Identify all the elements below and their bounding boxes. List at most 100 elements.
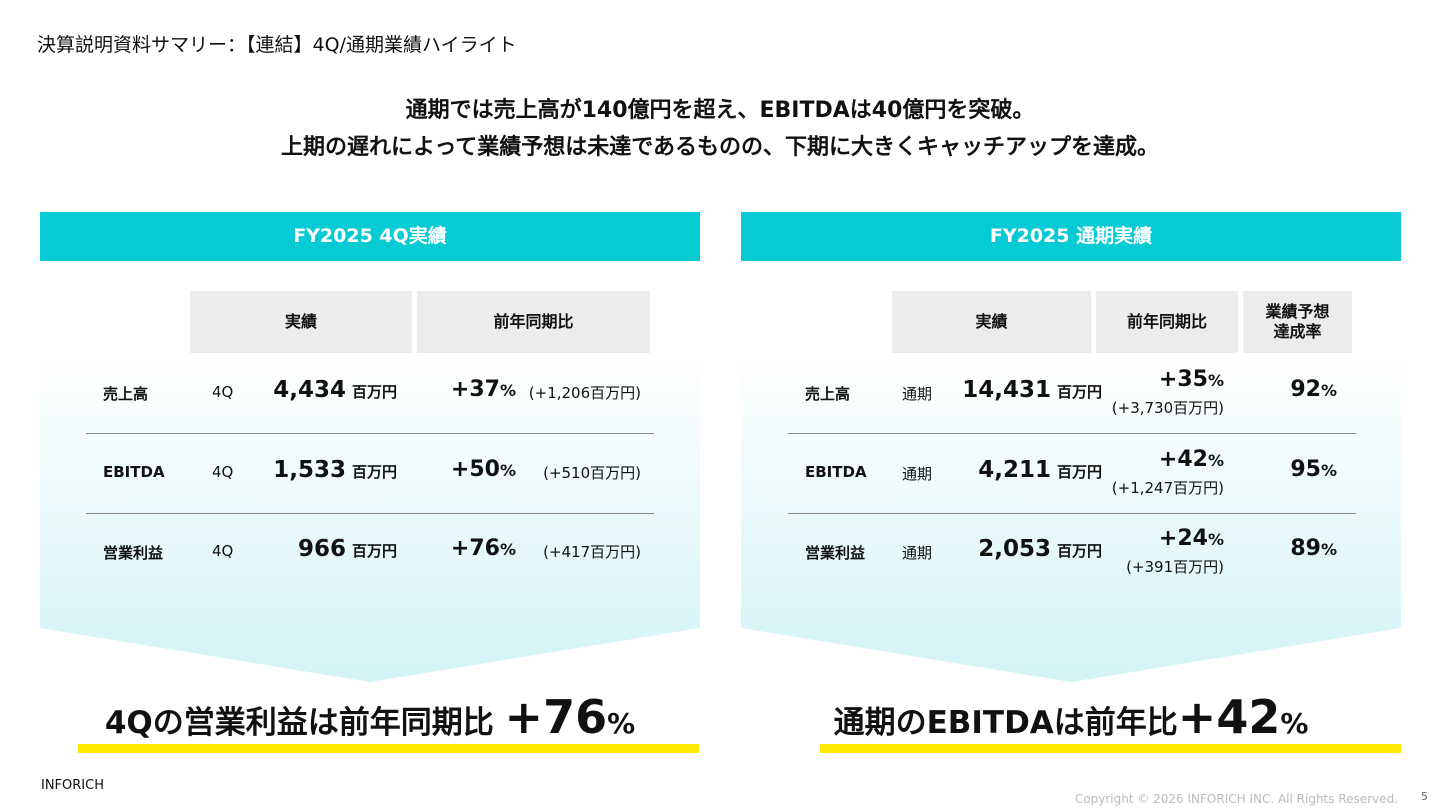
panel-header: FY2025 4Q実績: [40, 212, 700, 261]
yoy-unit: %: [1207, 371, 1224, 390]
yoy-number: +37: [450, 377, 500, 402]
row-label: EBITDA: [103, 463, 165, 481]
yoy-number: +50: [450, 457, 500, 482]
summary-underline: [820, 744, 1401, 753]
achievement: 92%: [1290, 377, 1337, 402]
value: 1,533 百万円: [273, 457, 397, 483]
value: 14,431 百万円: [962, 377, 1102, 403]
summary-text: 4Qの営業利益は前年同期比: [104, 705, 505, 741]
achievement-unit: %: [1320, 461, 1337, 480]
column-header-text: 前年同期比: [493, 312, 574, 331]
row-period: 通期: [902, 385, 933, 403]
company: INFORICH: [41, 778, 104, 793]
yoy-amount: (+391百万円): [1126, 558, 1224, 576]
summary: 通期のEBITDAは前年比+42%: [741, 690, 1401, 744]
value-number: 4,211: [978, 457, 1051, 483]
row-period: 4Q: [212, 383, 234, 401]
yoy-unit: %: [1207, 530, 1224, 549]
summary: 4Qの営業利益は前年同期比 +76%: [40, 690, 700, 744]
headline: 通期では売上高が140億円を超え、EBITDAは40億円を突破。: [405, 98, 1035, 123]
yoy: +42%: [1159, 447, 1224, 472]
column-header-text: 前年同期比: [1126, 312, 1207, 331]
panel-background: [40, 355, 700, 682]
panel: FY2025 通期実績 実績 前年同期比 業績予想 達成率 売上高 通期 14,431 百万円…: [741, 0, 1401, 810]
row-divider: [86, 433, 654, 434]
value-unit: 百万円: [1056, 463, 1102, 481]
yoy-amount: (+1,247百万円): [1111, 479, 1224, 497]
row-divider: [788, 512, 1356, 514]
column-header: 実績: [892, 291, 1091, 353]
yoy-unit: %: [499, 540, 516, 559]
value-unit: 百万円: [351, 463, 397, 481]
value: 2,053 百万円: [978, 536, 1102, 562]
column-header: 実績: [190, 291, 412, 353]
achievement: 95%: [1290, 457, 1337, 482]
row-period: 通期: [902, 544, 933, 562]
row-label: 営業利益: [103, 544, 164, 562]
column-header: 前年同期比: [417, 291, 650, 353]
panel-header: FY2025 通期実績: [741, 212, 1401, 261]
achievement-number: 95: [1290, 457, 1321, 482]
yoy-unit: %: [499, 461, 516, 480]
value: 966 百万円: [298, 536, 397, 562]
summary-text: 通期のEBITDAは前年比: [833, 705, 1178, 741]
value-unit: 百万円: [351, 542, 397, 560]
yoy: +76%: [451, 536, 516, 561]
copyright: Copyright © 2026 INFORICH INC. All Right…: [1074, 792, 1398, 806]
yoy: +37%: [451, 377, 516, 402]
column-header-text: 業績予想 達成率: [1265, 302, 1330, 341]
achievement-number: 89: [1290, 536, 1321, 561]
page-number: 5: [1421, 790, 1428, 803]
row-period: 通期: [902, 465, 933, 483]
headline: 上期の遅れによって業績予想は未達であるものの、下期に大きくキャッチアップを達成。: [280, 135, 1160, 160]
value-unit: 百万円: [1056, 383, 1102, 401]
row-label: 営業利益: [805, 544, 866, 562]
summary-figure: +42: [1177, 690, 1281, 744]
yoy-unit: %: [499, 381, 516, 400]
value: 4,434 百万円: [273, 377, 397, 403]
yoy-amount: (+510百万円): [543, 464, 641, 482]
yoy: +24%: [1159, 526, 1224, 551]
yoy-number: +24: [1158, 526, 1208, 551]
value-unit: 百万円: [1056, 542, 1102, 560]
summary-figure: +76: [504, 690, 608, 744]
column-header: 前年同期比: [1096, 291, 1238, 353]
row-period: 4Q: [212, 463, 234, 481]
yoy-amount: (+1,206百万円): [528, 384, 641, 402]
yoy: +35%: [1159, 367, 1224, 392]
value-number: 966: [297, 536, 346, 562]
achievement-unit: %: [1320, 540, 1337, 559]
row-divider: [788, 433, 1356, 434]
achievement-unit: %: [1320, 381, 1337, 400]
summary-unit: %: [1280, 707, 1309, 740]
column-header-text: 実績: [284, 312, 317, 331]
panel: FY2025 4Q実績実績 前年同期比売上高 4Q 4,434 百万円 +37% (+1,2…: [40, 0, 700, 810]
value-number: 4,434: [273, 377, 346, 403]
summary-underline: [78, 744, 699, 753]
column-header: 業績予想 達成率: [1243, 291, 1352, 353]
value-number: 14,431: [962, 377, 1051, 403]
row-label: 売上高: [103, 385, 149, 403]
row-period: 4Q: [212, 542, 234, 560]
value-number: 1,533: [273, 457, 346, 483]
yoy: +50%: [451, 457, 516, 482]
yoy-amount: (+3,730百万円): [1111, 399, 1224, 417]
yoy-amount: (+417百万円): [543, 543, 641, 561]
value: 4,211 百万円: [978, 457, 1102, 483]
achievement-number: 92: [1290, 377, 1321, 402]
column-header-text: 実績: [975, 312, 1008, 331]
row-divider: [86, 512, 654, 514]
yoy-unit: %: [1207, 451, 1224, 470]
page-title: 決算説明資料サマリー：【連結】4Q/通期業績ハイライト: [37, 34, 517, 56]
panel-background: [741, 355, 1401, 682]
yoy-number: +42: [1158, 447, 1208, 472]
summary-unit: %: [607, 707, 636, 740]
row-label: EBITDA: [805, 463, 867, 481]
yoy-number: +35: [1158, 367, 1208, 392]
achievement: 89%: [1290, 536, 1337, 561]
value-number: 2,053: [978, 536, 1051, 562]
row-label: 売上高: [805, 385, 851, 403]
yoy-number: +76: [450, 536, 500, 561]
value-unit: 百万円: [351, 383, 397, 401]
